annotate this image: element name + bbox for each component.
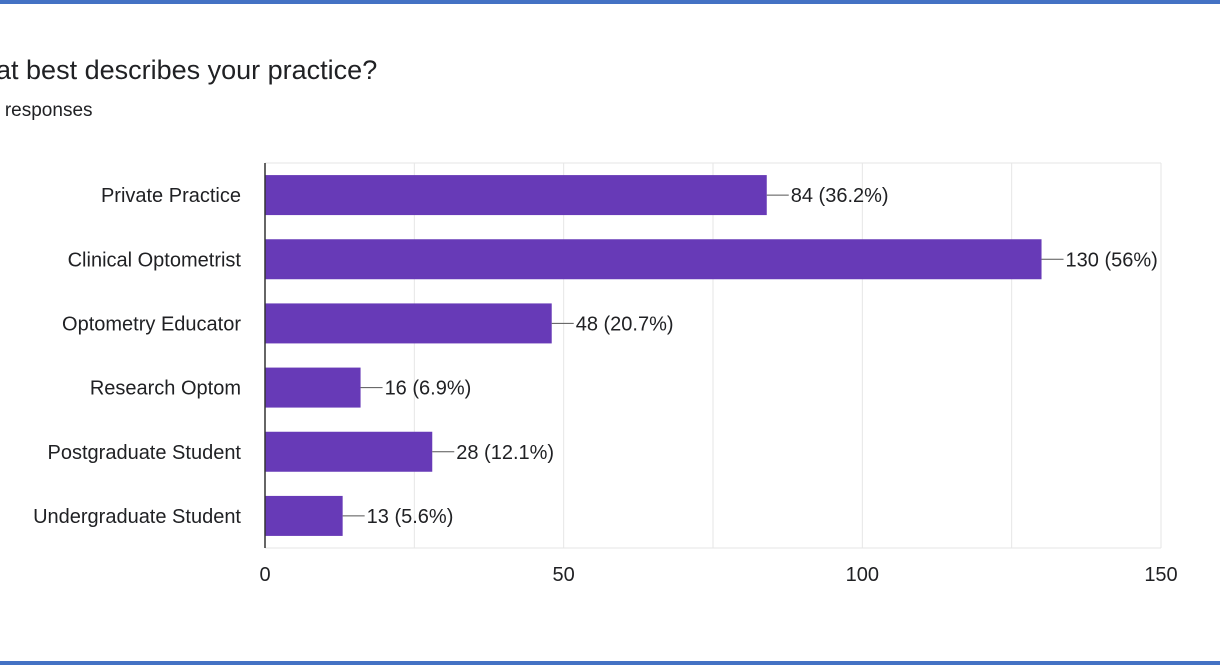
data-label: 28 (12.1%) [456,442,554,464]
data-label: 84 (36.2%) [791,185,889,207]
category-label: Private Practice [101,185,241,207]
bar [265,495,343,536]
category-label: Clinical Optometrist [68,249,242,271]
category-label: Undergraduate Student [33,506,241,528]
data-label: 130 (56%) [1066,249,1158,271]
chart-title: hat best describes your practice? [0,55,378,85]
bar [265,431,433,472]
bar [265,303,552,344]
bar [265,239,1042,280]
x-tick-label: 0 [259,564,270,586]
data-label: 48 (20.7%) [576,313,674,335]
bottom-border [0,661,1220,665]
top-border [0,0,1220,4]
data-label: 13 (5.6%) [367,506,454,528]
x-tick-label: 100 [846,564,879,586]
category-label: Optometry Educator [62,313,241,335]
bar [265,175,767,216]
x-tick-label: 50 [553,564,575,586]
category-label: Postgraduate Student [48,442,242,464]
response-count: 2 responses [0,100,93,121]
bar [265,367,361,408]
category-label: Research Optom [90,378,241,400]
x-tick-label: 150 [1144,564,1177,586]
data-label: 16 (6.9%) [385,378,472,400]
